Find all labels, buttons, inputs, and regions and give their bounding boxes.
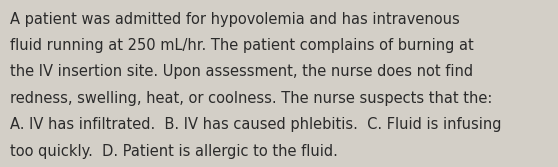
- Text: A. IV has infiltrated.  B. IV has caused phlebitis.  C. Fluid is infusing: A. IV has infiltrated. B. IV has caused …: [10, 117, 502, 132]
- Text: redness, swelling, heat, or coolness. The nurse suspects that the:: redness, swelling, heat, or coolness. Th…: [10, 91, 492, 106]
- Text: too quickly.  D. Patient is allergic to the fluid.: too quickly. D. Patient is allergic to t…: [10, 144, 338, 159]
- Text: the IV insertion site. Upon assessment, the nurse does not find: the IV insertion site. Upon assessment, …: [10, 64, 473, 79]
- Text: fluid running at 250 mL/hr. The patient complains of burning at: fluid running at 250 mL/hr. The patient …: [10, 38, 474, 53]
- Text: A patient was admitted for hypovolemia and has intravenous: A patient was admitted for hypovolemia a…: [10, 12, 460, 27]
